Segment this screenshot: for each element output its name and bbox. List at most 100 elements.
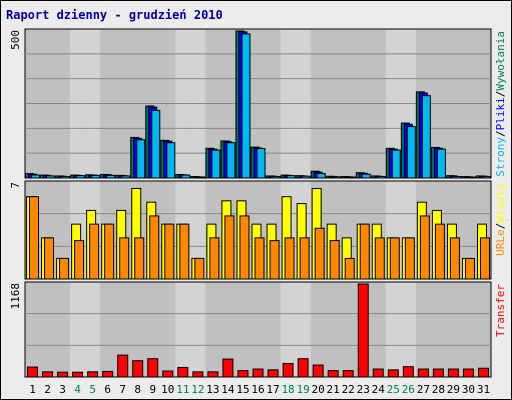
x-tick-label-9: 9 [149, 383, 156, 396]
x-tick-label-16: 16 [251, 383, 264, 396]
x-tick-label-24: 24 [372, 383, 386, 396]
x-tick-label-13: 13 [206, 383, 219, 396]
panel-legend-label: Transfer [494, 284, 507, 337]
x-tick-label-15: 15 [236, 383, 249, 396]
bar-hits-3-day-10 [166, 142, 176, 179]
bar-transfer-1-day-27 [417, 368, 429, 378]
bar-visits-2-day-29 [449, 237, 460, 280]
legend-part: / [494, 91, 507, 98]
bar-transfer-1-day-12 [192, 371, 204, 378]
bar-transfer-1-day-7 [117, 354, 129, 378]
bar-visits-2-day-3 [59, 257, 70, 280]
x-tick-label-27: 27 [417, 383, 430, 396]
bar-transfer-1-day-3 [57, 371, 69, 378]
x-tick-label-19: 19 [296, 383, 309, 396]
x-tick-label-6: 6 [104, 383, 111, 396]
x-tick-label-1: 1 [29, 383, 36, 396]
bar-hits-3-day-6 [106, 174, 116, 179]
bar-visits-2-day-10 [164, 223, 175, 280]
legend-part: URLe [494, 229, 507, 256]
bar-transfer-1-day-19 [297, 358, 309, 378]
legend-part: Strony [494, 137, 507, 177]
bar-visits-2-day-21 [329, 240, 340, 280]
bar-transfer-1-day-31 [477, 367, 489, 378]
bar-hits-3-day-23 [361, 173, 371, 179]
bar-visits-2-day-23 [359, 223, 370, 280]
weekend-band [70, 282, 86, 377]
bar-hits-3-day-25 [391, 149, 401, 179]
bar-visits-2-day-5 [89, 223, 100, 280]
weekend-band [385, 282, 401, 377]
bar-transfer-1-day-18 [282, 362, 294, 378]
bar-hits-3-day-7 [121, 175, 131, 179]
bar-visits-2-day-8 [134, 237, 145, 280]
legend-part: Transfer [494, 284, 507, 337]
weekend-band [295, 282, 311, 377]
x-tick-label-29: 29 [447, 383, 460, 396]
panel-legend-label: URLe/Wizyty [494, 183, 507, 256]
x-tick-label-17: 17 [266, 383, 279, 396]
weekend-band [190, 282, 206, 377]
bar-hits-3-day-13 [211, 149, 221, 179]
x-tick-label-20: 20 [312, 383, 325, 396]
bar-visits-2-day-30 [464, 257, 475, 280]
x-tick-label-10: 10 [161, 383, 174, 396]
bar-transfer-1-day-16 [252, 368, 264, 378]
bar-visits-2-day-24 [374, 237, 385, 280]
x-tick-label-12: 12 [191, 383, 204, 396]
bar-visits-2-day-1 [29, 196, 40, 280]
x-tick-label-22: 22 [342, 383, 355, 396]
bar-transfer-1-day-15 [237, 370, 249, 378]
bar-transfer-1-day-14 [222, 358, 234, 378]
bar-hits-3-day-18 [286, 175, 296, 179]
bar-visits-2-day-2 [44, 237, 55, 280]
y-tick-label: 7 [9, 182, 22, 189]
bar-transfer-1-day-13 [207, 371, 219, 378]
weekend-band [280, 282, 296, 377]
panel-transfer: 1168 Transfer [9, 281, 507, 378]
bar-transfer-1-day-10 [162, 370, 174, 378]
x-tick-label-23: 23 [357, 383, 370, 396]
y-tick-label: 500 [9, 30, 22, 50]
weekend-band [400, 282, 416, 377]
bar-hits-3-day-14 [226, 142, 236, 179]
bar-hits-3-day-17 [271, 176, 281, 179]
bar-transfer-1-day-2 [42, 371, 54, 378]
bar-hits-3-day-11 [181, 174, 191, 179]
bar-visits-2-day-20 [314, 227, 325, 280]
x-tick-label-4: 4 [74, 383, 81, 396]
bar-hits-3-day-21 [331, 176, 341, 179]
bar-hits-3-day-1 [31, 174, 41, 179]
bar-hits-3-day-9 [151, 109, 161, 179]
x-tick-label-21: 21 [327, 383, 340, 396]
y-tick-label: 1168 [9, 283, 22, 310]
bar-transfer-1-day-29 [447, 368, 459, 378]
legend-part: Wywołania [494, 31, 507, 91]
bar-visits-2-day-25 [389, 237, 400, 280]
bar-transfer-1-day-11 [177, 366, 189, 378]
bar-visits-2-day-27 [419, 215, 430, 280]
x-tick-label-28: 28 [432, 383, 445, 396]
bar-transfer-1-day-23 [357, 283, 369, 378]
x-tick-label-7: 7 [119, 383, 126, 396]
bar-hits-3-day-16 [256, 148, 266, 179]
panel-legend-label: Strony/Pliki/Wywołania [494, 31, 507, 177]
bar-hits-3-day-4 [76, 175, 86, 179]
bar-transfer-1-day-20 [312, 364, 324, 378]
bar-transfer-1-day-8 [132, 360, 144, 378]
x-tick-label-2: 2 [44, 383, 51, 396]
bar-visits-2-day-9 [149, 215, 160, 280]
bar-transfer-1-day-24 [372, 368, 384, 378]
bar-visits-2-day-12 [194, 257, 205, 280]
bar-visits-2-day-18 [284, 237, 295, 280]
x-tick-label-5: 5 [89, 383, 96, 396]
bar-hits-3-day-24 [376, 176, 386, 179]
bar-transfer-1-day-21 [327, 370, 339, 378]
bar-hits-3-day-12 [196, 176, 206, 179]
bar-hits-3-day-19 [301, 175, 311, 179]
bar-visits-2-day-19 [299, 237, 310, 280]
x-tick-label-25: 25 [387, 383, 400, 396]
